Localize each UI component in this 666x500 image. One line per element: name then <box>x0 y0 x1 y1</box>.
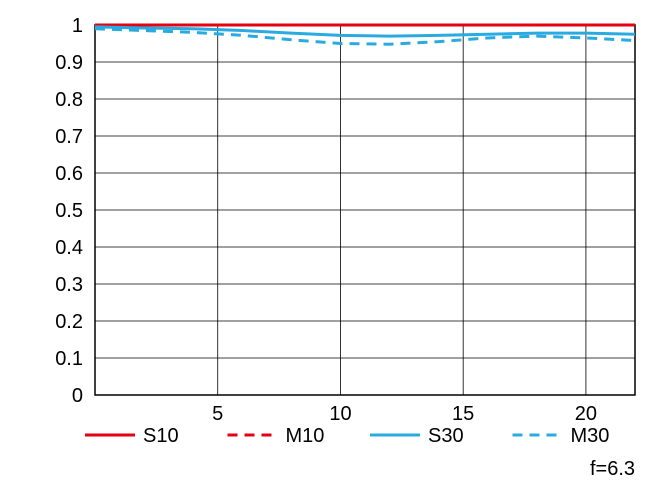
x-tick-label: 5 <box>212 403 223 425</box>
y-tick-label: 0.5 <box>55 200 83 222</box>
legend-label: S30 <box>428 425 464 447</box>
y-tick-label: 0.9 <box>55 52 83 74</box>
y-tick-label: 0.8 <box>55 89 83 111</box>
y-tick-label: 0 <box>72 385 83 407</box>
legend-label: M10 <box>286 425 325 447</box>
y-tick-label: 0.4 <box>55 237 83 259</box>
y-tick-label: 0.6 <box>55 163 83 185</box>
legend-label: M30 <box>571 425 610 447</box>
legend-label: S10 <box>143 425 179 447</box>
y-tick-label: 0.3 <box>55 274 83 296</box>
y-tick-label: 0.7 <box>55 126 83 148</box>
footer-label: f=6.3 <box>590 458 635 480</box>
chart-svg: 00.10.20.30.40.50.60.70.80.915101520S10M… <box>0 0 666 500</box>
y-tick-label: 0.2 <box>55 311 83 333</box>
y-tick-label: 1 <box>72 15 83 37</box>
chart-bg <box>0 0 666 500</box>
y-tick-label: 0.1 <box>55 348 83 370</box>
mtf-chart: 00.10.20.30.40.50.60.70.80.915101520S10M… <box>0 0 666 500</box>
x-tick-label: 15 <box>452 403 474 425</box>
x-tick-label: 20 <box>575 403 597 425</box>
x-tick-label: 10 <box>329 403 351 425</box>
